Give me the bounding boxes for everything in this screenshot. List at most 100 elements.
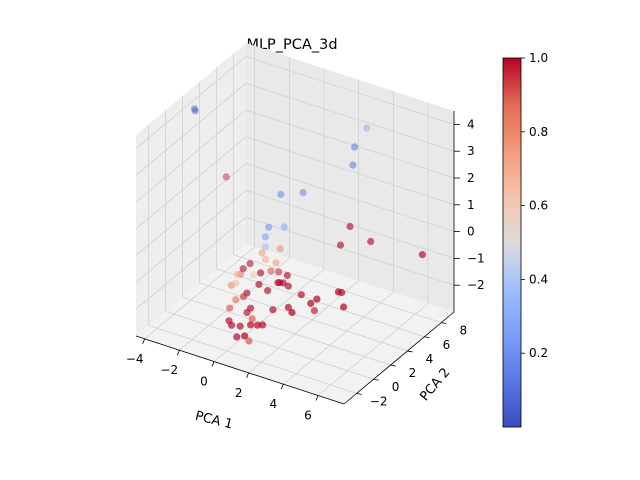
scatter-point (264, 287, 272, 295)
scatter-point (258, 249, 266, 257)
z-tick-label: 1 (467, 198, 475, 212)
scatter-point (246, 260, 254, 268)
chart-title: MLP_PCA_3d (246, 37, 337, 53)
scatter-point (267, 267, 275, 275)
grid-z-left (135, 136, 247, 230)
grid-z-back (245, 82, 455, 152)
grid-y-floor (216, 268, 425, 338)
scatter-point (190, 105, 199, 113)
scatter-point (226, 304, 234, 312)
scatter-point (349, 161, 357, 169)
axes-lines (135, 111, 455, 405)
x-tick-label: −4 (126, 352, 144, 366)
scatter-point (245, 337, 253, 345)
y-tick-label: 8 (459, 324, 467, 338)
scatter-point (241, 332, 249, 340)
scatter-point (253, 321, 262, 329)
x-tick-mark (246, 372, 250, 378)
grid-z-left (135, 109, 247, 203)
x-axis-line (135, 335, 345, 405)
scatter-point (275, 268, 283, 276)
scatter-point (250, 271, 258, 279)
scatter-point (262, 255, 270, 263)
y-tick-mark (441, 322, 447, 325)
y-tick-mark (390, 364, 396, 367)
scatter-point (299, 189, 307, 197)
colorbar-tick-label: 0.2 (529, 346, 548, 360)
scatter-point (284, 303, 292, 311)
scatter-point (310, 307, 318, 315)
grid-z-back (245, 163, 455, 232)
grid-x-floor (317, 303, 429, 396)
colorbar (502, 57, 522, 428)
grid-x-floor (144, 246, 255, 340)
grid-z-left (135, 190, 247, 283)
x-tick-label: 0 (200, 375, 208, 389)
scatter-point (261, 243, 269, 251)
scatter-point (283, 271, 291, 280)
scatter-point (247, 321, 255, 329)
y-axis-line (343, 311, 455, 405)
scatter-points (190, 105, 426, 345)
grid-z-back (245, 216, 455, 286)
scatter-point (334, 288, 342, 296)
scatter-point (340, 303, 348, 311)
colorbar-tick-label: 0.8 (529, 125, 548, 139)
scatter-point (351, 143, 359, 151)
y-tick-label: 6 (443, 338, 451, 352)
scatter-point (261, 233, 269, 241)
grid-x-floor (283, 291, 394, 385)
scatter-point (259, 321, 267, 329)
scatter-point (277, 190, 285, 198)
scatter-point (236, 322, 244, 330)
pane-back (246, 43, 454, 312)
colorbar-tick-label: 1.0 (529, 51, 548, 65)
grid-x-floor (213, 269, 325, 362)
scatter-point (279, 279, 287, 287)
y-tick-label: 4 (426, 352, 434, 366)
grid-z-left (135, 163, 247, 256)
scatter-point (246, 304, 255, 312)
axes-panes (136, 43, 454, 404)
x-tick-mark (176, 350, 180, 356)
y-tick-label: −2 (370, 394, 388, 408)
z-tick-label: −1 (467, 251, 485, 265)
pane-floor (136, 244, 454, 404)
grid-y-floor (199, 282, 408, 352)
z-tick-label: 2 (467, 171, 475, 185)
y-tick-mark (424, 336, 430, 339)
colorbar-ticks: 0.2 0.4 0.6 0.8 1.0 (521, 51, 548, 360)
z-tick-label: −2 (467, 278, 485, 292)
scatter-point (265, 223, 273, 231)
x-tick-label: −2 (160, 363, 178, 377)
scatter-point (222, 173, 230, 181)
scatter-point (272, 259, 280, 267)
scatter-point (288, 308, 296, 317)
scatter-point (297, 291, 305, 299)
scatter-point (280, 223, 288, 231)
x-tick-mark (315, 395, 319, 401)
grid-z-left (135, 82, 247, 176)
colorbar-tick-label: 0.4 (529, 272, 548, 286)
scatter-point (239, 265, 247, 273)
scatter-point (346, 222, 354, 231)
colorbar-tick-label: 0.6 (529, 199, 548, 213)
scatter-point (269, 306, 277, 314)
y-tick-mark (407, 350, 413, 353)
x-tick-mark (280, 384, 284, 390)
x-tick-label: 6 (304, 409, 312, 423)
scatter-point (313, 295, 321, 303)
x-tick-mark (142, 338, 146, 344)
scatter-point (336, 241, 345, 249)
y-tick-label: 2 (409, 366, 417, 380)
scatter-point (276, 245, 284, 253)
grid-z-back (245, 136, 455, 206)
x-tick-label: 4 (269, 397, 277, 411)
grid-z-left (135, 56, 247, 149)
scatter-point (363, 124, 371, 132)
scatter-point (367, 237, 375, 246)
scatter-point (233, 270, 241, 278)
pane-left (136, 43, 246, 336)
